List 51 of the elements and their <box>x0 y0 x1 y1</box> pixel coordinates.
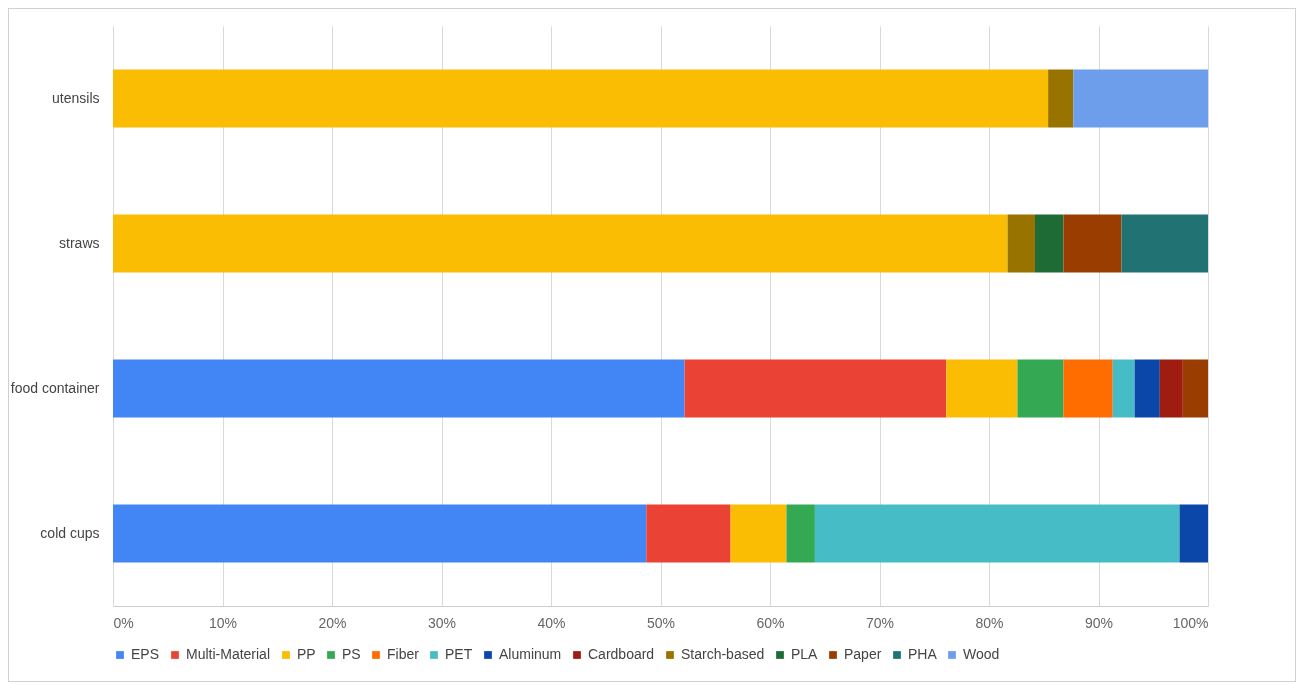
bar <box>1134 359 1160 418</box>
x-tick-label: 50% <box>646 614 676 631</box>
bar <box>113 214 1008 273</box>
bar <box>1121 214 1208 273</box>
bar <box>1048 69 1074 128</box>
x-tick-label: 100% <box>1172 614 1209 631</box>
x-tick-label: 20% <box>318 614 347 631</box>
bar <box>814 504 1180 563</box>
bar <box>730 504 787 563</box>
legend-label: PP <box>297 646 316 662</box>
legend-label: PS <box>342 646 361 662</box>
x-tick-label: 60% <box>756 614 785 631</box>
legend-label: EPS <box>131 646 160 662</box>
y-tick-label: utensils <box>52 89 100 106</box>
x-tick-label: 80% <box>975 614 1004 631</box>
legend-label: Cardboard <box>588 646 655 662</box>
bar <box>1073 69 1208 128</box>
bar <box>946 359 1018 418</box>
x-tick-label: 40% <box>537 614 566 631</box>
bar <box>786 504 815 563</box>
legend-label: Multi-Material <box>186 646 271 662</box>
legend-label: PHA <box>908 646 938 662</box>
bar <box>1017 359 1064 418</box>
bar <box>1179 504 1208 563</box>
x-tick-label: 0% <box>113 614 134 631</box>
legend-label: PET <box>445 646 473 662</box>
x-tick-label: 70% <box>865 614 895 631</box>
bar <box>684 359 947 418</box>
bar <box>646 504 731 563</box>
y-tick-label: food container <box>10 379 100 396</box>
bar <box>1063 214 1122 273</box>
legend-label: Starch-based <box>681 646 765 662</box>
bar <box>1182 359 1208 418</box>
bar <box>113 504 647 563</box>
x-tick-label: 90% <box>1084 614 1114 631</box>
bar <box>1063 359 1113 418</box>
x-tick-label: 10% <box>208 614 238 631</box>
bar <box>113 69 1049 128</box>
legend-label: Wood <box>963 646 1000 662</box>
bar <box>1034 214 1064 273</box>
x-tick-label: 30% <box>427 614 457 631</box>
bar <box>1007 214 1035 273</box>
bar <box>1112 359 1135 418</box>
legend-label: Paper <box>844 646 882 662</box>
legend-label: PLA <box>791 646 819 662</box>
y-tick-label: straws <box>59 234 100 251</box>
legend-label: Fiber <box>387 646 420 662</box>
bar <box>1159 359 1183 418</box>
legend-label: Aluminum <box>499 646 562 662</box>
bar <box>113 359 685 418</box>
y-tick-label: cold cups <box>40 524 100 541</box>
